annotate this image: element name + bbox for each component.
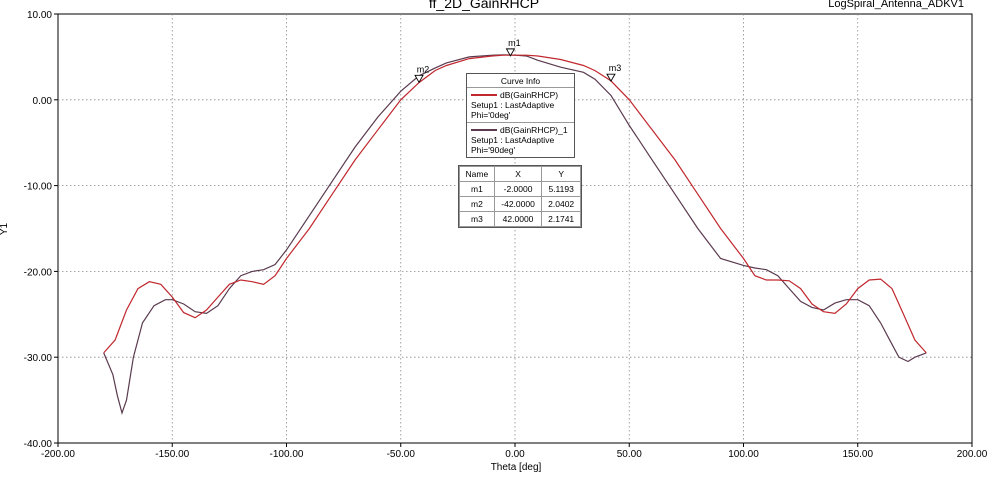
x-tick-label: -50.00	[387, 449, 416, 460]
table-row[interactable]: m2 -42.0000 2.0402	[459, 196, 581, 212]
legend-series-name: dB(GainRHCP)_1	[500, 125, 568, 135]
legend-setup: Setup1 : LastAdaptive	[471, 135, 555, 145]
marker-table[interactable]: Name X Y m1 -2.0000 5.1193 m2 -42.0000 2…	[458, 165, 582, 228]
marker-triangle	[606, 73, 616, 83]
table-row[interactable]: m3 42.0000 2.1741	[459, 211, 581, 227]
legend-swatch	[471, 94, 497, 96]
y-tick-label: -20.00	[24, 267, 53, 278]
table-row[interactable]: m1 -2.0000 5.1193	[459, 181, 581, 197]
y-tick-label: 10.00	[27, 10, 52, 21]
marker-triangle	[505, 48, 516, 57]
legend-entry[interactable]: dB(GainRHCP) Setup1 : LastAdaptive Phi='…	[467, 88, 574, 123]
x-tick-label: -200.00	[41, 449, 75, 460]
marker-name: m3	[459, 211, 495, 227]
marker-x: 42.0000	[493, 211, 543, 227]
x-tick-label: 50.00	[617, 449, 642, 460]
legend-phi: Phi='0deg'	[471, 110, 511, 120]
x-tick-label: 150.00	[842, 449, 873, 460]
y-tick-label: -30.00	[24, 353, 53, 364]
y-tick-label: 0.00	[33, 96, 53, 107]
marker-y: 5.1193	[541, 181, 581, 197]
curve-info-title: Curve Info	[467, 74, 574, 88]
header-x: X	[493, 166, 543, 182]
x-tick-label: 100.00	[728, 449, 759, 460]
y-axis-label: Y1	[0, 222, 10, 235]
y-tick-label: -10.00	[24, 182, 53, 193]
series-line	[103, 54, 927, 354]
marker-label: m1	[508, 38, 521, 48]
marker-table-header: Name X Y	[459, 166, 581, 182]
header-name: Name	[459, 166, 495, 182]
legend-series-name: dB(GainRHCP)	[500, 90, 559, 100]
x-tick-label: -150.00	[155, 449, 189, 460]
marker-name: m1	[459, 181, 495, 197]
y-tick-label: -40.00	[24, 439, 53, 450]
marker-label: m2	[417, 64, 430, 74]
legend-entry[interactable]: dB(GainRHCP)_1 Setup1 : LastAdaptive Phi…	[467, 123, 574, 157]
legend-swatch	[471, 129, 497, 131]
marker-triangle	[414, 74, 424, 84]
marker-y: 2.0402	[541, 196, 581, 212]
marker-label: m3	[609, 63, 622, 73]
marker-x: -2.0000	[493, 181, 543, 197]
header-y: Y	[541, 166, 581, 182]
chart-title: ff_2D_GainRHCP	[429, 0, 539, 11]
x-tick-label: 200.00	[957, 449, 988, 460]
x-axis-label: Theta [deg]	[491, 462, 542, 473]
marker-y: 2.1741	[541, 211, 581, 227]
marker-x: -42.0000	[493, 196, 543, 212]
curve-info-legend[interactable]: Curve Info dB(GainRHCP) Setup1 : LastAda…	[466, 73, 575, 158]
chart-subtitle: LogSpiral_Antenna_ADKV1	[828, 0, 964, 10]
x-tick-label: -100.00	[270, 449, 304, 460]
x-tick-label: 0.00	[505, 449, 525, 460]
legend-setup: Setup1 : LastAdaptive	[471, 100, 555, 110]
legend-phi: Phi='90deg'	[471, 145, 516, 155]
marker-name: m2	[459, 196, 495, 212]
